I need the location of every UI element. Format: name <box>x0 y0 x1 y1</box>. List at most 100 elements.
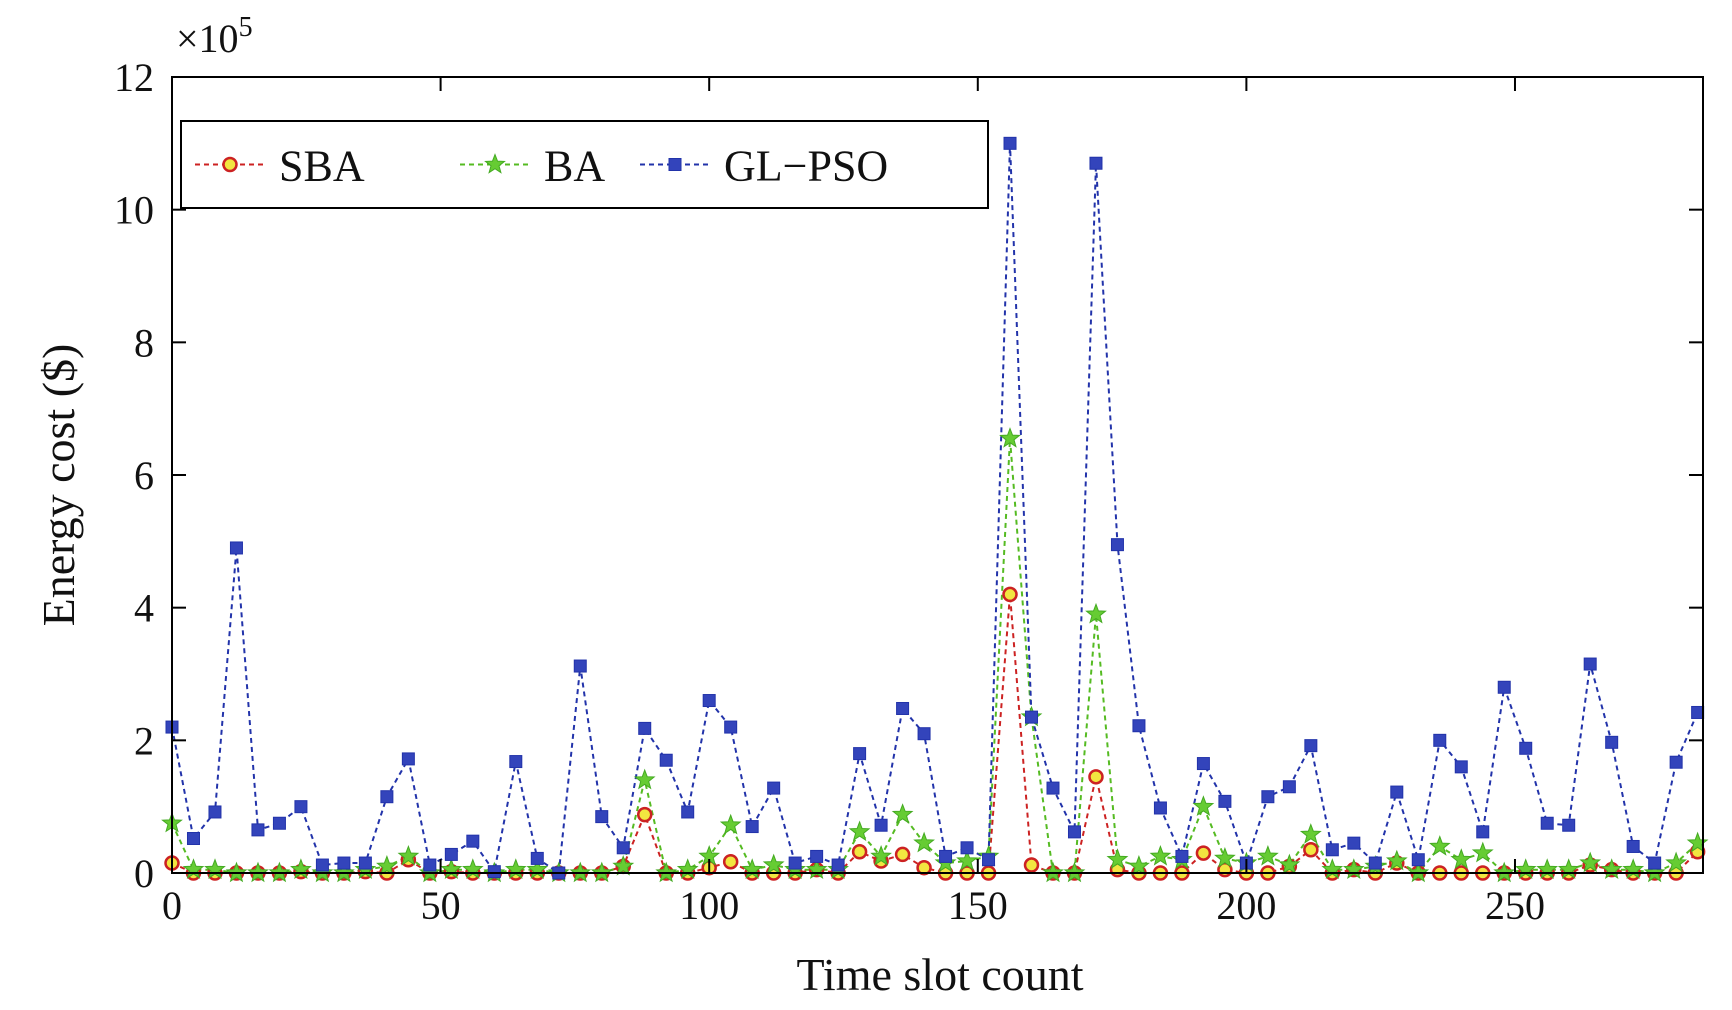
y-multiplier: ×105 <box>176 12 253 61</box>
series-line-1 <box>171 438 1699 875</box>
x-tick-label: 250 <box>1485 883 1545 928</box>
series-2-point <box>1089 156 1103 170</box>
series-1-point <box>1450 848 1473 869</box>
series-2-point <box>767 781 781 795</box>
series-0-point <box>1195 845 1212 861</box>
series-1-point <box>762 853 785 875</box>
series-2-point <box>1476 825 1490 839</box>
y-tick-label: 6 <box>134 453 154 498</box>
y-multiplier-exponent: 5 <box>239 12 253 43</box>
series-2-point <box>1218 794 1232 808</box>
series-2-point <box>1368 856 1382 870</box>
series-1-point <box>719 813 742 835</box>
series-0-point <box>722 853 739 870</box>
series-2-point <box>573 659 587 673</box>
series-1-point <box>1385 849 1408 871</box>
series-1-point <box>870 844 892 866</box>
series-2-point <box>1153 801 1167 815</box>
x-tick-label: 0 <box>162 883 182 928</box>
series-0-point <box>851 844 868 860</box>
x-tick-label: 150 <box>948 883 1008 928</box>
series-2-point <box>1648 856 1662 870</box>
series-1-point <box>891 803 914 824</box>
series-2-point <box>1626 839 1640 853</box>
y-tick-label: 0 <box>134 851 154 896</box>
series-1-point <box>1278 853 1301 875</box>
series-2-point <box>530 851 544 865</box>
legend-box <box>180 120 989 209</box>
series-2-point <box>917 727 931 741</box>
series-0-point <box>1002 586 1018 603</box>
series-2-point <box>423 858 437 872</box>
series-2-point <box>1497 680 1511 694</box>
series-0-point <box>1088 769 1104 785</box>
series-2-point <box>509 755 523 769</box>
series-2-point <box>294 800 308 814</box>
series-2-point <box>251 823 265 837</box>
series-1-point <box>1192 795 1215 816</box>
series-2-point <box>1454 760 1468 774</box>
series-2-point <box>896 701 910 715</box>
series-2-point <box>1583 657 1597 671</box>
series-line-2 <box>171 143 1699 875</box>
series-2-point <box>380 790 394 804</box>
legend-marker-1 <box>484 153 506 174</box>
series-2-point <box>595 810 609 824</box>
series-1-point <box>913 831 935 853</box>
series-1-point <box>1085 602 1107 624</box>
x-axis-title: Time slot count <box>796 949 1083 1000</box>
series-1-point <box>1128 854 1150 876</box>
series-2-point <box>315 858 329 872</box>
series-2-point <box>939 849 953 863</box>
series-2-point <box>960 841 974 855</box>
series-2-point <box>1540 816 1554 830</box>
series-2-point <box>659 753 673 767</box>
series-2-point <box>1691 705 1705 719</box>
series-2-point <box>1669 755 1683 769</box>
series-2-point <box>1605 735 1619 749</box>
series-1-point <box>848 820 871 842</box>
x-tick-label: 200 <box>1216 883 1276 928</box>
x-tick-label: 100 <box>679 883 739 928</box>
series-1-point <box>1686 831 1709 853</box>
series-2-point <box>1132 719 1146 733</box>
series-0-point <box>916 859 932 876</box>
series-1-point <box>612 854 635 876</box>
series-2-point <box>272 816 286 830</box>
series-2-point <box>1304 739 1318 753</box>
x-tick-label: 50 <box>421 883 461 928</box>
series-2-point <box>1196 757 1210 771</box>
legend: SBA BA GL−PSO <box>180 120 989 209</box>
series-1-point <box>1579 851 1602 873</box>
series-2-point <box>616 841 630 855</box>
plot-area <box>161 136 1709 883</box>
series-1-point <box>1299 823 1322 844</box>
y-multiplier-base: ×10 <box>176 16 239 61</box>
series-2-point <box>1175 849 1189 863</box>
series-2-point <box>874 818 888 832</box>
series-0-point <box>1303 842 1319 858</box>
y-tick-label: 2 <box>134 718 154 763</box>
series-2-point <box>466 834 480 848</box>
series-2-point <box>337 856 351 870</box>
series-1-point <box>1214 846 1236 868</box>
series-2-point <box>186 832 200 846</box>
series-line-0 <box>171 594 1699 875</box>
series-2-point <box>1110 538 1124 552</box>
series-2-point <box>982 853 996 867</box>
series-2-point <box>788 856 802 870</box>
series-2-point <box>1411 853 1425 867</box>
series-1-point <box>633 768 656 790</box>
legend-marker-0 <box>222 156 238 173</box>
series-0-point <box>894 846 911 863</box>
series-1-point <box>397 844 420 866</box>
series-1-point <box>1471 841 1494 863</box>
series-2-point <box>1067 825 1081 839</box>
series-1-point <box>956 849 978 871</box>
series-2-point <box>229 541 243 555</box>
series-2-point <box>208 805 222 819</box>
series-1-point <box>1106 848 1129 869</box>
series-1-point <box>1665 851 1688 873</box>
series-1-point <box>1428 835 1451 856</box>
